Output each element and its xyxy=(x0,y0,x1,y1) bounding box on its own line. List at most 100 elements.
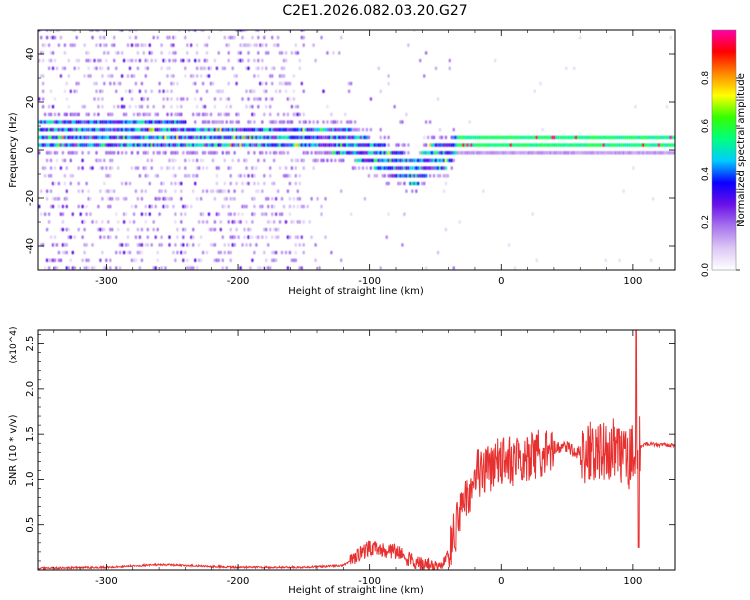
spectrogram-cell xyxy=(156,258,159,263)
spectrogram-cell xyxy=(49,189,53,193)
spectrogram-cell xyxy=(271,66,274,71)
spectrogram-cell xyxy=(336,135,339,140)
spectrogram-cell xyxy=(541,143,544,147)
spectrogram-cell xyxy=(51,143,55,147)
spectrogram-cell xyxy=(543,135,546,140)
spectrogram-cell xyxy=(132,74,136,78)
spectrogram-cell xyxy=(383,158,386,163)
spectrogram-cell xyxy=(47,66,51,71)
spectrogram-cell xyxy=(267,243,270,247)
spectrogram-cell xyxy=(95,143,98,147)
spectrogram-cell xyxy=(255,97,258,101)
spectrogram-cell xyxy=(63,243,67,247)
spectrogram-cell xyxy=(616,135,619,140)
spectrogram-cell xyxy=(393,104,396,109)
spectrogram-cell xyxy=(423,174,426,178)
spectrogram-cell xyxy=(59,127,63,132)
spectrogram-cell xyxy=(219,250,222,255)
spectrogram-cell xyxy=(257,35,260,40)
spectrogram-cell xyxy=(444,227,448,232)
spectrogram-cell xyxy=(353,135,357,140)
spectrogram-cell xyxy=(49,258,53,263)
spectrogram-cell xyxy=(233,197,236,201)
spectrogram-cell xyxy=(101,74,104,78)
spectrogram-cell xyxy=(389,166,392,170)
spectrogram-cell xyxy=(306,143,309,147)
spectrogram-cell xyxy=(134,120,138,124)
spectrogram-cell xyxy=(403,166,406,170)
spectrogram-cell xyxy=(156,250,159,255)
spectrogram-cell xyxy=(468,143,471,147)
spectrogram-cell xyxy=(195,135,199,140)
spectrogram-cell xyxy=(105,135,108,140)
spectrogram-cell xyxy=(124,135,128,140)
spectrogram-cell xyxy=(93,266,96,270)
spectrogram-cell xyxy=(53,258,57,263)
spectrogram-cell xyxy=(117,135,120,140)
spectrogram-cell xyxy=(288,135,292,140)
spectrogram-cell xyxy=(203,120,207,124)
spectrogram-cell xyxy=(101,197,104,201)
spectrogram-cell xyxy=(496,135,499,140)
spectrogram-cell xyxy=(49,204,53,209)
spectrogram-cell xyxy=(474,135,477,140)
spectrogram-cell xyxy=(243,127,246,132)
spectrogram-cell xyxy=(221,204,224,209)
spectrogram-cell xyxy=(452,266,455,270)
spectrogram-cell xyxy=(63,143,67,147)
spectrogram-cell xyxy=(65,204,68,209)
spectrogram-cell xyxy=(336,143,339,147)
spectrogram-cell xyxy=(47,43,51,47)
spectrogram-cell xyxy=(472,135,475,140)
spectrogram-cell xyxy=(126,74,130,78)
spectrogram-cell xyxy=(170,197,173,201)
spectrogram-cell xyxy=(361,166,365,170)
spectrogram-cell xyxy=(140,250,144,255)
spectrogram-cell xyxy=(65,243,68,247)
spectrogram-cell xyxy=(51,258,55,263)
spectrogram-cell xyxy=(304,120,307,124)
spectrogram-cell xyxy=(298,197,301,201)
spectrogram-cell xyxy=(644,135,647,140)
spectrogram-cell xyxy=(271,258,274,263)
spectrogram-cell xyxy=(347,135,351,140)
spectrogram-cell xyxy=(253,151,256,155)
spectrogram-cell xyxy=(215,120,219,124)
spectrogram-cell xyxy=(600,143,603,147)
spectrogram-cell xyxy=(383,166,386,170)
spectrogram-cell xyxy=(194,174,197,178)
spectrogram-cell xyxy=(164,135,167,140)
spectrogram-cell xyxy=(227,127,230,132)
spectrogram-cell xyxy=(667,135,671,140)
spectrogram-cell xyxy=(332,120,335,124)
spectrogram-cell xyxy=(89,143,92,147)
spectrogram-cell xyxy=(411,189,414,193)
spectrogram-cell xyxy=(288,181,292,186)
spectrogram-cell xyxy=(47,135,51,140)
spectrogram-cell xyxy=(209,227,213,232)
spectrogram-cell xyxy=(103,81,106,86)
spectrogram-cell xyxy=(89,127,92,132)
spectrogram-cell xyxy=(249,235,252,239)
spectrogram-cell xyxy=(276,235,280,239)
spectrogram-cell xyxy=(324,151,327,155)
spectrogram-cell xyxy=(65,127,68,132)
spectrogram-cell xyxy=(168,58,171,63)
spectrogram-cell xyxy=(41,43,45,47)
spectrogram-cell xyxy=(140,120,144,124)
spectrogram-cell xyxy=(59,227,63,232)
spectrogram-cell xyxy=(294,135,297,140)
spectrogram-cell xyxy=(51,181,55,186)
spectrogram-cell xyxy=(73,43,76,47)
spectrogram-cell xyxy=(269,220,272,224)
spectrogram-cell xyxy=(40,127,43,132)
spectrogram-cell xyxy=(549,143,552,147)
spectrogram-cell xyxy=(665,104,669,109)
spectrogram-cell xyxy=(156,197,159,201)
spectrogram-cell xyxy=(549,135,552,140)
spectrogram-cell xyxy=(225,104,228,109)
spectrogram-cell xyxy=(294,250,297,255)
spectrogram-cell xyxy=(272,143,276,147)
spectrogram-cell xyxy=(310,151,313,155)
spectrogram-cell xyxy=(219,189,222,193)
